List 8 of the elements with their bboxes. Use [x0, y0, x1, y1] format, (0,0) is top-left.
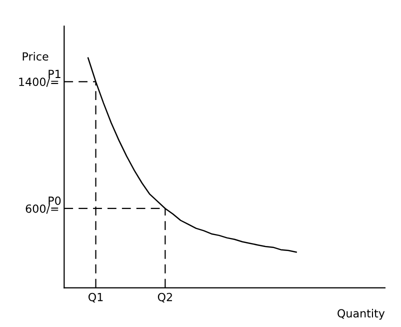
- y-axis-title: Price: [22, 52, 48, 61]
- ref-line-label: P1: [48, 70, 60, 78]
- x-tick-label: Q1: [88, 292, 103, 302]
- y-tick-label: 600/=: [26, 204, 58, 214]
- x-axis-title: Quantity: [338, 308, 385, 320]
- y-tick-label: 1400/=: [19, 78, 58, 87]
- ref-line-label: P0: [48, 196, 61, 205]
- x-tick-label: Q2: [158, 292, 172, 302]
